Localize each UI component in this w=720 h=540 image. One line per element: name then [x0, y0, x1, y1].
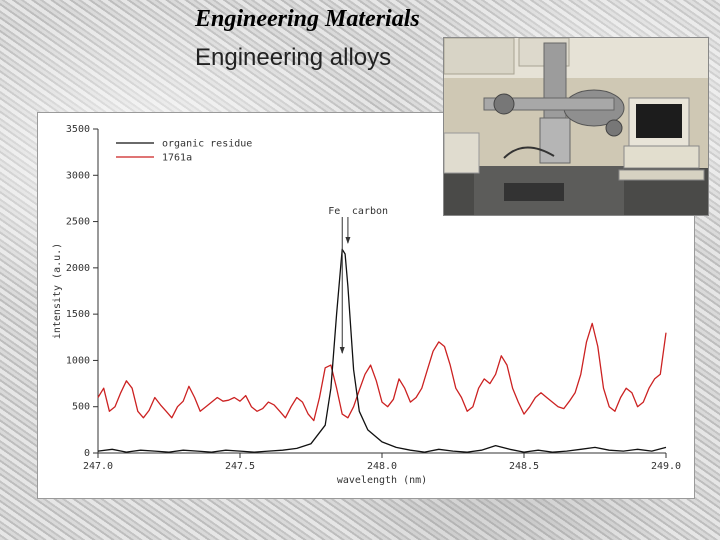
x-tick-label: 249.0	[651, 461, 681, 472]
x-tick-label: 247.0	[83, 461, 113, 472]
y-tick-label: 2000	[66, 263, 90, 274]
slide-title: Engineering Materials	[195, 6, 420, 32]
chart-series	[97, 248, 667, 453]
legend-label: 1761a	[162, 153, 192, 164]
spectrum-chart-svg: 0 500 1000 1500 2000 2500 3000 3500 247.0 247.5 24…	[52, 124, 681, 486]
x-axis-label: wavelength (nm)	[337, 475, 427, 486]
y-tick-label: 0	[84, 448, 90, 459]
annotation-arrowhead	[339, 347, 345, 354]
x-tick-label: 248.5	[509, 461, 539, 472]
chart-annotations: Fe carbon	[328, 206, 388, 354]
y-tick-label: 2500	[66, 217, 90, 228]
slide-subtitle: Engineering alloys	[195, 44, 392, 71]
y-axis-label: intensity (a.u.)	[52, 243, 63, 339]
annotation-label: Fe	[328, 206, 340, 217]
chart-legend: organic residue 1761a	[116, 139, 252, 164]
annotation-arrowhead	[345, 237, 351, 244]
series-line	[97, 322, 667, 422]
annotation-label: carbon	[352, 206, 388, 217]
y-tick-label: 1000	[66, 355, 90, 366]
x-tick-label: 247.5	[225, 461, 255, 472]
y-tick-label: 3500	[66, 124, 90, 135]
y-tick-label: 500	[72, 402, 90, 413]
x-tick-label: 248.0	[367, 461, 397, 472]
y-tick-label: 3000	[66, 170, 90, 181]
lab-instrument-photo	[443, 37, 709, 216]
legend-label: organic residue	[162, 139, 252, 150]
y-tick-label: 1500	[66, 309, 90, 320]
chart-axes: 0 500 1000 1500 2000 2500 3000 3500 247.0 247.5 24…	[52, 124, 681, 486]
series-line	[97, 248, 667, 453]
